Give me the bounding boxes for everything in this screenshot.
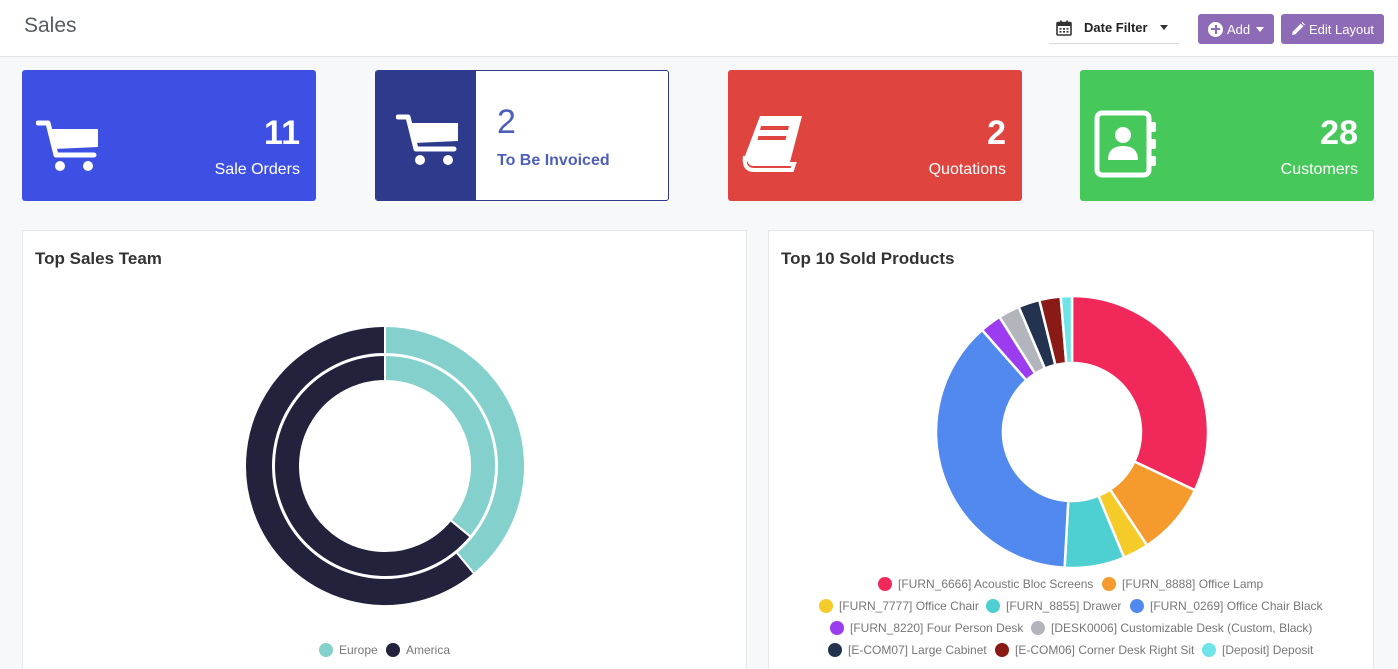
sold-products-chart <box>934 294 1210 570</box>
legend-label: [Deposit] Deposit <box>1222 643 1314 657</box>
date-filter-dropdown[interactable]: Date Filter <box>1049 12 1179 44</box>
legend-swatch <box>1031 621 1045 635</box>
to-be-invoiced-count: 2 <box>497 103 516 141</box>
sale-orders-card[interactable]: 11 Sale Orders <box>22 70 316 201</box>
legend-label: [FURN_8220] Four Person Desk <box>850 621 1024 635</box>
customers-card[interactable]: 28 Customers <box>1080 70 1374 201</box>
legend-label: [FURN_6666] Acoustic Bloc Screens <box>898 577 1094 591</box>
legend-item[interactable]: [Deposit] Deposit <box>1202 643 1313 657</box>
legend-item[interactable]: [FURN_6666] Acoustic Bloc Screens <box>878 577 1093 591</box>
legend-swatch <box>819 599 833 613</box>
legend-swatch <box>1130 599 1144 613</box>
add-button-label: Add <box>1227 21 1251 37</box>
legend-swatch <box>986 599 1000 613</box>
legend-label: Europe <box>339 643 378 657</box>
legend-label: America <box>406 643 451 657</box>
quotations-count: 2 <box>987 114 1006 152</box>
sale-orders-label: Sale Orders <box>214 161 300 178</box>
slice-furn-6666-acoustic-bloc-screens[interactable] <box>1070 294 1210 492</box>
legend-label: [FURN_7777] Office Chair <box>839 599 979 613</box>
legend-item[interactable]: [FURN_8855] Drawer <box>986 599 1121 613</box>
legend-label: [DESK0006] Customizable Desk (Custom, Bl… <box>1051 621 1313 635</box>
legend-label: [E-COM06] Corner Desk Right Sit <box>1015 643 1195 657</box>
legend-swatch <box>386 643 400 657</box>
chevron-down-icon <box>1159 25 1168 30</box>
sale-orders-count: 11 <box>264 114 300 152</box>
top-bar: Sales Date Filter Add Edit Layout <box>0 0 1398 57</box>
top-sold-products-panel: Top 10 Sold Products [FURN_6666] Acousti… <box>768 230 1374 669</box>
customers-label: Customers <box>1280 161 1358 178</box>
legend-swatch <box>878 577 892 591</box>
legend-swatch <box>1202 643 1216 657</box>
calendar-icon <box>1056 20 1072 36</box>
legend-swatch <box>828 643 842 657</box>
legend-item[interactable]: [E-COM07] Large Cabinet <box>828 643 987 657</box>
legend-swatch <box>1102 577 1116 591</box>
plus-circle-icon <box>1208 21 1223 37</box>
pencil-icon <box>1292 22 1305 35</box>
contacts-icon <box>1094 110 1156 178</box>
legend-item[interactable]: [FURN_8220] Four Person Desk <box>830 621 1023 635</box>
legend-item[interactable]: [FURN_7777] Office Chair <box>819 599 979 613</box>
quotations-label: Quotations <box>928 161 1006 178</box>
edit-layout-label: Edit Layout <box>1309 21 1375 37</box>
quotations-card[interactable]: 2 Quotations <box>728 70 1022 201</box>
legend-item[interactable]: Europe <box>319 643 378 657</box>
legend-label: [E-COM07] Large Cabinet <box>848 643 987 657</box>
legend-swatch <box>995 643 1009 657</box>
panel-title: Top 10 Sold Products <box>781 249 955 268</box>
add-button[interactable]: Add <box>1198 14 1274 44</box>
legend-label: [FURN_0269] Office Chair Black <box>1150 599 1323 613</box>
cart-icon <box>396 114 458 165</box>
card-icon-panel <box>376 71 476 200</box>
slice-america[interactable] <box>273 353 472 578</box>
to-be-invoiced-label: To Be Invoiced <box>497 152 610 169</box>
legend-item[interactable]: [DESK0006] Customizable Desk (Custom, Bl… <box>1031 621 1312 635</box>
legend-swatch <box>830 621 844 635</box>
panel-title: Top Sales Team <box>35 249 162 268</box>
cart-icon <box>36 120 98 171</box>
slice-furn-0269-office-chair-black[interactable] <box>934 328 1070 570</box>
legend-item[interactable]: America <box>386 643 450 657</box>
legend-item[interactable]: [FURN_0269] Office Chair Black <box>1130 599 1323 613</box>
chevron-down-icon <box>1256 26 1265 32</box>
legend-label: [FURN_8888] Office Lamp <box>1122 577 1264 591</box>
customers-count: 28 <box>1320 114 1358 152</box>
page-title: Sales <box>24 14 77 37</box>
edit-layout-button[interactable]: Edit Layout <box>1281 14 1384 44</box>
top-sales-team-panel: Top Sales Team Europe America <box>22 230 747 669</box>
to-be-invoiced-card[interactable]: 2 To Be Invoiced <box>375 70 669 201</box>
date-filter-label: Date Filter <box>1084 20 1148 35</box>
book-icon <box>742 116 802 172</box>
slice-deposit-deposit[interactable] <box>1059 294 1074 365</box>
legend-swatch <box>319 643 333 657</box>
legend-label: [FURN_8855] Drawer <box>1006 599 1122 613</box>
legend-item[interactable]: [FURN_8888] Office Lamp <box>1102 577 1263 591</box>
sales-team-chart <box>244 324 526 607</box>
legend-item[interactable]: [E-COM06] Corner Desk Right Sit <box>995 643 1194 657</box>
